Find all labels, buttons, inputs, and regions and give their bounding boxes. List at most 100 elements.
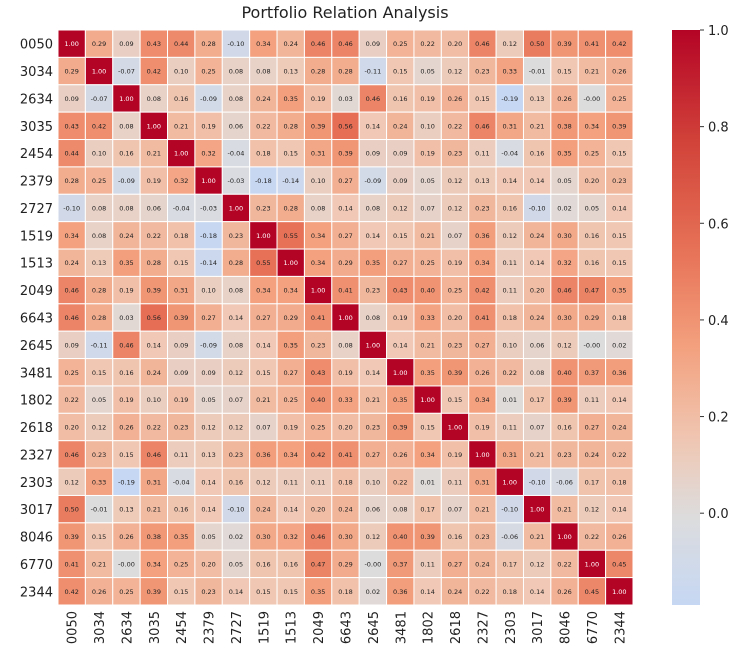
cell-value-label: 0.12 [448,204,462,212]
heatmap-cell [276,412,305,442]
cell-value-label: 0.19 [338,369,352,377]
heatmap-cell [84,303,114,332]
cell-value-label: 0.38 [557,122,571,130]
cell-value-label: 0.30 [557,314,571,322]
heatmap-cell [112,522,141,551]
cell-value-label: 0.14 [530,177,544,185]
cell-value-label: 0.39 [393,424,407,432]
x-tick-label: 3017 [531,611,546,644]
cell-value-label: 0.14 [147,341,161,349]
cell-value-label: 0.12 [530,560,544,568]
cell-value-label: 0.11 [503,259,517,267]
heatmap-cell [550,111,579,141]
cell-value-label: 0.16 [256,560,270,568]
heatmap-cell [112,111,141,141]
heatmap-cell [249,275,278,305]
cell-value-label: 0.01 [503,396,517,404]
cell-value-label: 0.46 [147,451,161,459]
heatmap-cell [605,166,634,195]
cell-value-label: 1.00 [338,314,352,322]
cell-value-label: 0.27 [256,314,270,322]
cell-value-label: 0.14 [366,232,380,240]
cell-value-label: 0.44 [174,40,188,48]
cell-value-label: 0.09 [393,150,407,158]
cell-value-label: 0.35 [366,259,380,267]
y-tick-label: 3017 [20,503,53,518]
cell-value-label: 0.39 [147,588,161,596]
cell-value-label: 0.13 [92,259,106,267]
heatmap-cell [605,385,634,414]
cell-value-label: 0.24 [256,95,270,103]
heatmap-cell [522,385,552,414]
cell-value-label: 0.08 [393,506,407,514]
cell-value-label: 0.33 [92,478,106,486]
x-tick-label: 2454 [175,611,190,644]
cell-value-label: 0.22 [256,122,270,130]
y-tick-label: 3034 [20,65,53,80]
cell-value-label: 0.29 [283,314,297,322]
heatmap-cell [331,467,360,496]
heatmap-cell [331,385,360,414]
heatmap-cell [331,111,360,141]
heatmap-cell [221,84,251,113]
cell-value-label: 0.14 [366,369,380,377]
cell-value-label: -0.09 [118,177,135,185]
cell-value-label: 0.39 [448,369,462,377]
heatmap-cell [605,577,634,606]
cell-value-label: 0.20 [338,424,352,432]
cell-value-label: 0.27 [475,341,489,349]
cell-value-label: 0.16 [229,478,243,486]
y-tick-label: 3481 [20,366,53,381]
colorbar-tick-label: 0.8 [708,121,729,136]
cell-value-label: 0.07 [420,204,434,212]
cell-value-label: 0.24 [338,506,352,514]
cell-value-label: 0.10 [174,68,188,76]
cell-value-label: 0.25 [393,40,407,48]
heatmap-cell [413,139,442,168]
cell-value-label: 0.26 [119,533,133,541]
cell-value-label: 0.19 [119,396,133,404]
heatmap-cell [194,84,223,113]
heatmap-cell [522,412,552,442]
cell-value-label: -0.04 [173,478,190,486]
x-tick-label: 2379 [203,611,218,644]
heatmap-cell [468,56,497,86]
x-tick-label: 2327 [476,611,491,644]
cell-value-label: 0.11 [503,287,517,295]
cell-value-label: 0.07 [530,424,544,432]
cell-value-label: -0.06 [501,533,518,541]
y-tick-label: 1519 [20,229,53,244]
heatmap-cell [84,522,114,551]
cell-value-label: 0.14 [283,506,297,514]
cell-value-label: 0.22 [147,232,161,240]
cell-value-label: 0.22 [393,478,407,486]
cell-value-label: 0.15 [612,259,626,267]
heatmap-cell [139,494,169,524]
cell-value-label: 0.14 [229,588,243,596]
heatmap-cell [386,467,415,496]
heatmap-cell [303,577,333,606]
heatmap-cell [57,577,86,606]
cell-value-label: 0.20 [530,287,544,295]
cell-value-label: 0.03 [119,314,133,322]
cell-value-label: 0.14 [420,588,434,596]
cell-value-label: 0.22 [475,588,489,596]
cell-value-label: -0.04 [501,150,518,158]
cell-value-label: -0.19 [501,95,518,103]
heatmap-cell [194,56,223,86]
heatmap-cell [249,193,278,223]
cell-value-label: 0.20 [448,40,462,48]
cell-value-label: 0.27 [338,232,352,240]
heatmap-cell [495,84,524,113]
cell-value-label: 0.26 [557,95,571,103]
heatmap-cell [468,412,497,442]
heatmap-cell [303,29,333,58]
cell-value-label: -0.04 [173,204,190,212]
cell-value-label: 0.55 [283,232,297,240]
x-tick-label: 2618 [449,611,464,644]
cell-value-label: 0.34 [64,232,78,240]
heatmap-cell [550,248,579,277]
x-tick-label: 1802 [422,611,437,644]
heatmap-cell [440,139,470,168]
